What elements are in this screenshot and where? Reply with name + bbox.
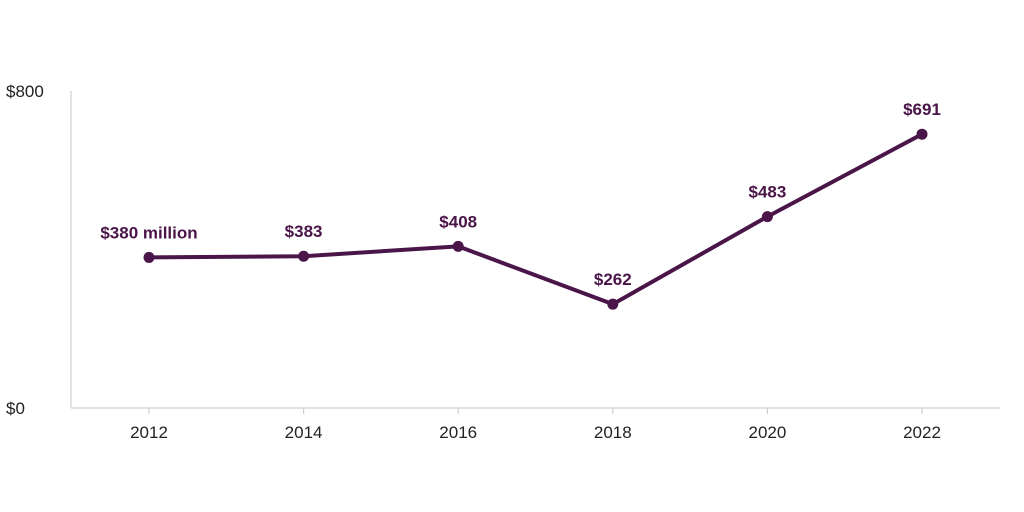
x-tick-label: 2022 <box>903 423 941 442</box>
data-label: $380 million <box>100 223 197 242</box>
y-tick-labels: $0 $800 <box>6 82 44 418</box>
data-label: $383 <box>285 222 323 241</box>
data-label-layer: $380 million $383 $408 $262 $483 $691 <box>100 100 941 289</box>
data-point <box>452 240 464 252</box>
data-point <box>761 211 773 223</box>
x-tick-labels: 2012 2014 2016 2018 2020 2022 <box>130 423 941 442</box>
data-point <box>143 251 155 263</box>
x-tick-label: 2014 <box>285 423 323 442</box>
series-layer <box>143 128 928 310</box>
x-tick-label: 2016 <box>439 423 477 442</box>
data-label: $691 <box>903 100 941 119</box>
chart-axes <box>70 91 1000 414</box>
series-line <box>147 132 924 307</box>
data-label: $483 <box>748 183 786 202</box>
y-tick-label: $0 <box>6 399 25 418</box>
x-tick-label: 2020 <box>748 423 786 442</box>
data-point <box>916 128 928 140</box>
x-tick-label: 2012 <box>130 423 168 442</box>
data-point <box>298 250 310 262</box>
data-label: $408 <box>439 212 477 231</box>
x-tick-label: 2018 <box>594 423 632 442</box>
y-tick-label: $800 <box>6 82 44 101</box>
data-point <box>607 298 619 310</box>
data-label: $262 <box>594 270 632 289</box>
